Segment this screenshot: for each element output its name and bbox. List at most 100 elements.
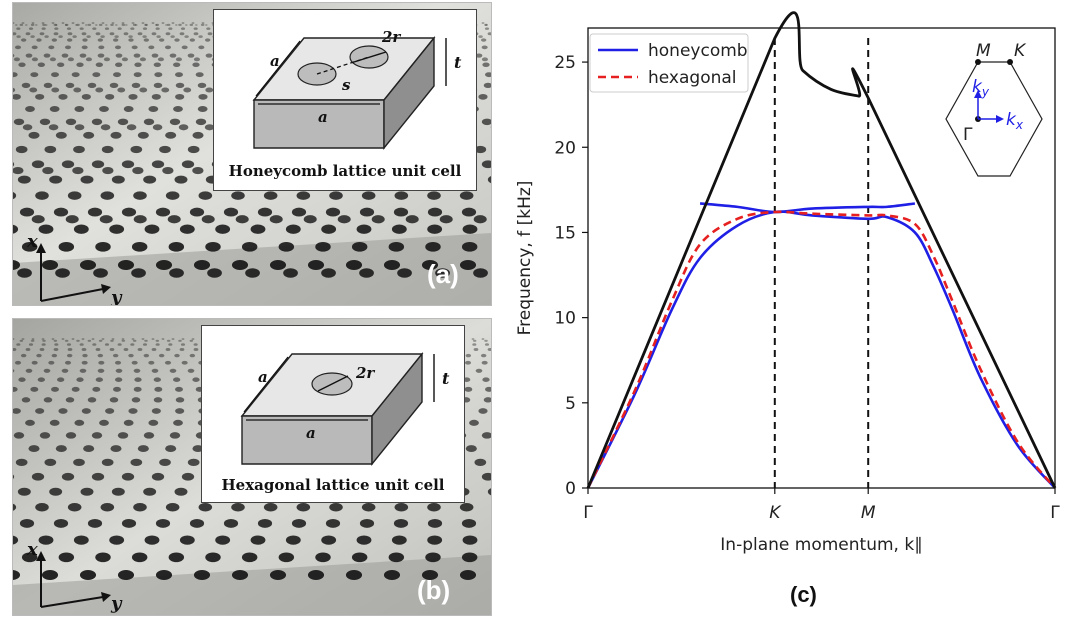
plate-hole [61, 338, 65, 340]
plate-hole [121, 23, 126, 26]
plate-hole [35, 93, 45, 100]
plate-hole [483, 397, 491, 403]
plate-hole [161, 22, 165, 24]
plate-hole [25, 368, 33, 373]
plate-hole [51, 87, 60, 93]
plate-hole [25, 32, 31, 36]
dim-s: s [342, 76, 351, 94]
plate-hole [481, 45, 488, 50]
plate-hole [133, 53, 141, 58]
plate-hole [131, 552, 148, 563]
plate-hole [151, 408, 161, 414]
plate-hole [148, 360, 155, 365]
plate-hole [198, 45, 205, 50]
plate-hole [325, 207, 341, 217]
plate-hole [152, 124, 163, 131]
plate-hole [166, 339, 171, 342]
plate-hole [155, 23, 160, 26]
plate-hole [79, 259, 97, 271]
plate-hole [13, 260, 21, 270]
plate-hole [74, 124, 85, 131]
plate-hole [67, 32, 73, 36]
plate-hole [345, 259, 363, 271]
dim-a-side: a [270, 52, 280, 70]
plate-hole [394, 191, 409, 200]
plate-hole [37, 62, 45, 68]
plate-hole [173, 377, 181, 382]
plate-hole [13, 72, 18, 78]
plate-hole [105, 408, 115, 414]
plate-hole [25, 419, 35, 426]
plate-hole [58, 552, 75, 563]
plate-hole [81, 93, 91, 100]
y-tick-label: 0 [565, 479, 576, 499]
plate-hole [115, 377, 123, 382]
plate-hole [207, 32, 213, 36]
plate-hole [168, 552, 185, 563]
plate-hole [112, 38, 119, 42]
plate-hole [164, 45, 172, 50]
series-line-edge-3 [586, 11, 1057, 489]
plate-hole [95, 87, 104, 93]
plate-hole [464, 360, 472, 365]
plate-hole [71, 72, 80, 78]
plate-hole [111, 175, 125, 184]
brillouin-zone-inset: M K Γ ky kx [945, 41, 1043, 177]
plate-hole [283, 268, 298, 278]
plate-hole [49, 57, 56, 62]
plate-hole [58, 35, 63, 39]
plate-hole [153, 377, 161, 382]
panel-a-photo: a a t 2r s Honeycomb lattice unit cell x… [12, 2, 492, 306]
bz-label-ky: ky [972, 77, 990, 99]
plate-hole [13, 93, 21, 100]
plate-hole [13, 224, 19, 234]
y-tick-label: 25 [554, 53, 576, 73]
plate-hole [43, 368, 51, 373]
plate-hole [184, 35, 189, 39]
plate-hole [13, 57, 20, 62]
plate-hole [87, 397, 97, 403]
plate-hole [20, 353, 27, 358]
inset-title-honeycomb: Honeycomb lattice unit cell [228, 162, 462, 180]
plate-hole [139, 57, 146, 62]
bz-point-K [1007, 59, 1013, 65]
plate-hole [114, 24, 118, 26]
honeycomb-unit-cell-inset: a a t 2r s Honeycomb lattice unit cell [213, 9, 477, 191]
plate-hole [48, 360, 55, 365]
plate-hole [36, 353, 42, 358]
plate-hole [87, 518, 103, 528]
plate-hole [141, 338, 145, 340]
plate-hole [13, 87, 16, 93]
plate-hole [13, 432, 25, 439]
plate-hole [193, 348, 199, 351]
plate-hole [192, 166, 204, 175]
plate-hole [487, 348, 491, 351]
plate-hole [97, 38, 104, 42]
plate-hole [481, 22, 485, 24]
plate-hole [131, 397, 141, 403]
plate-hole [97, 53, 105, 58]
plate-hole [49, 419, 60, 426]
plate-hole [91, 160, 105, 169]
plate-hole [133, 72, 142, 78]
plate-hole [143, 118, 155, 126]
plate-hole [241, 241, 258, 252]
plate-hole [459, 569, 477, 581]
plate-hole [193, 32, 199, 36]
plate-hole [76, 377, 84, 382]
plate-hole [345, 569, 363, 581]
plate-hole [67, 191, 82, 200]
plate-hole [73, 145, 85, 154]
plate-hole [151, 348, 157, 351]
plate-hole [21, 338, 25, 340]
plate-hole [154, 386, 163, 392]
plate-hole [215, 224, 231, 234]
plate-hole [187, 53, 195, 58]
plate-hole [64, 45, 72, 50]
plate-hole [103, 57, 110, 62]
plate-hole [53, 339, 58, 342]
plate-hole [175, 397, 185, 403]
plate-hole [31, 22, 35, 24]
plate-hole [72, 35, 77, 39]
plate-hole [159, 145, 171, 154]
